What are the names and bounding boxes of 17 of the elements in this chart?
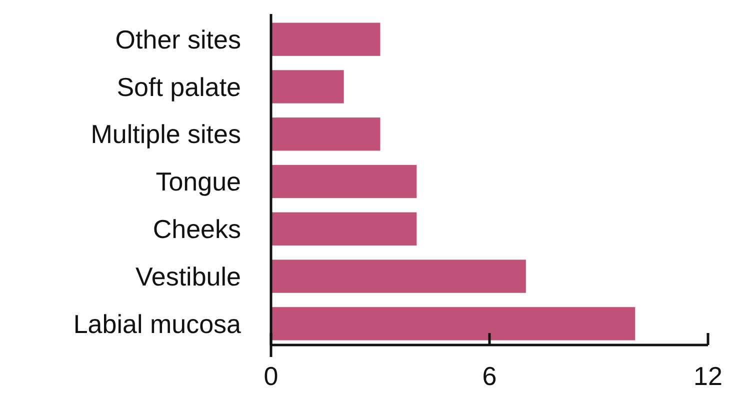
bar	[271, 118, 380, 151]
bar	[271, 212, 417, 246]
y-tick-label: Soft palate	[116, 72, 241, 102]
y-tick-label: Cheeks	[152, 214, 241, 244]
y-tick-label: Labial mucosa	[73, 308, 242, 339]
bar	[271, 260, 526, 293]
bar	[271, 164, 417, 198]
y-tick-label: Tongue	[156, 166, 241, 197]
y-tick-label: Vestibule	[135, 261, 241, 292]
y-tick-label: Multiple sites	[90, 119, 241, 150]
bar	[271, 70, 344, 104]
bar	[271, 307, 636, 340]
x-tick-label: 12	[694, 361, 722, 391]
x-tick-label: 0	[264, 361, 278, 391]
bar	[271, 22, 380, 56]
x-tick-label: 6	[482, 361, 497, 391]
y-tick-label: Other sites	[115, 24, 241, 54]
